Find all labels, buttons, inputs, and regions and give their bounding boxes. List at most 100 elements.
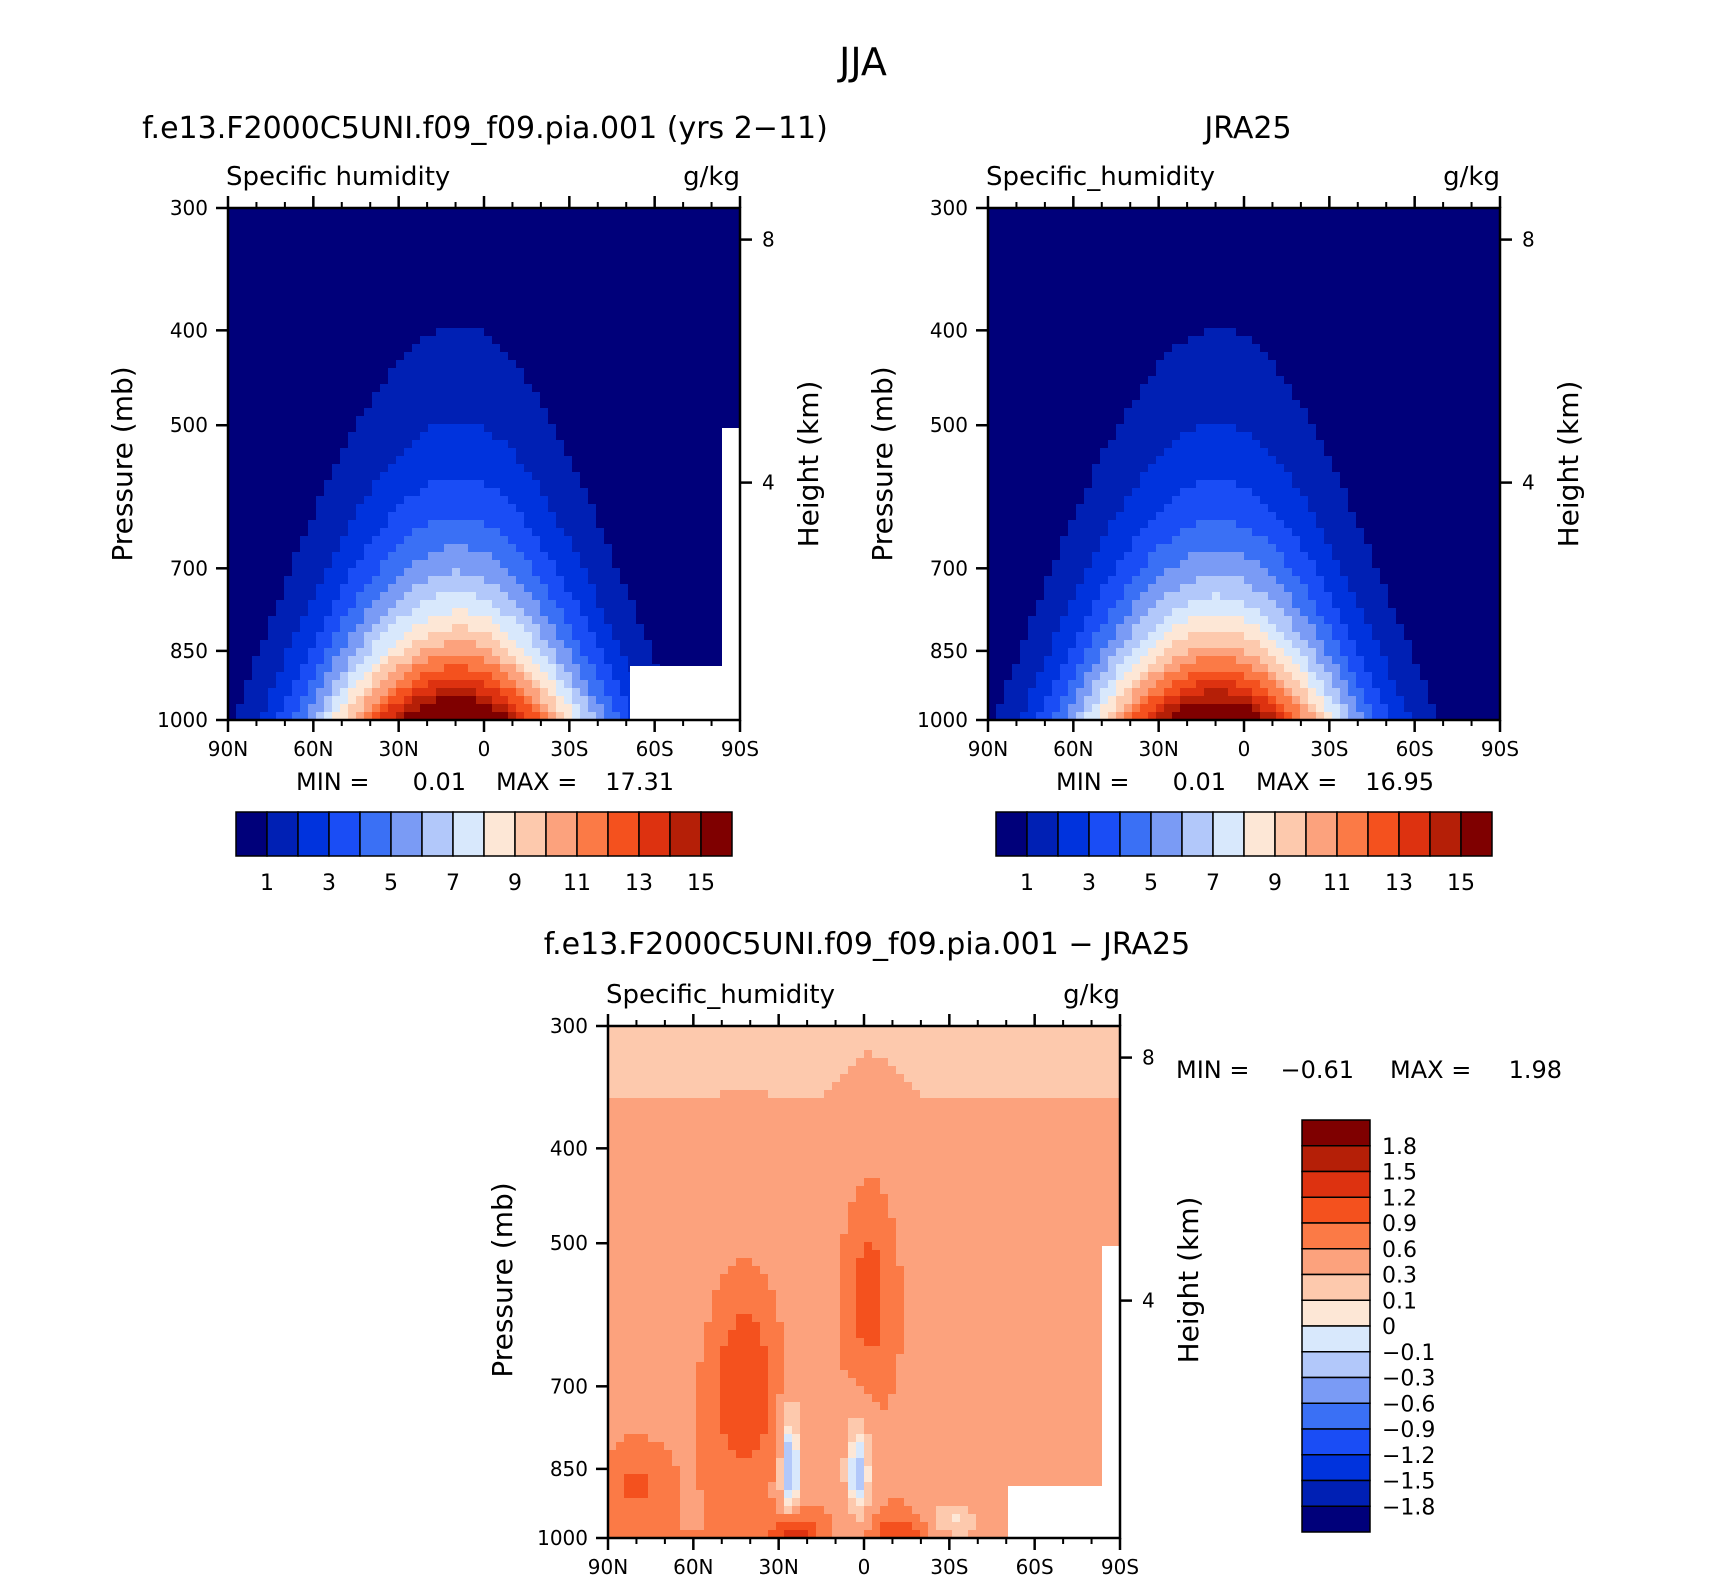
- panel-model-cell: [460, 536, 469, 545]
- panel-obs-cell: [1156, 256, 1165, 265]
- panel-obs-cell: [1332, 216, 1341, 225]
- panel-model-cell: [428, 312, 437, 321]
- panel-model-cell: [412, 688, 421, 697]
- panel-model-cell: [644, 384, 653, 393]
- panel-model-cell: [492, 656, 501, 665]
- panel-model-cell: [652, 392, 661, 401]
- panel-model-cell: [436, 536, 445, 545]
- panel-model-cell: [660, 472, 669, 481]
- panel-model-cell: [340, 208, 349, 217]
- panel-model-cell: [516, 272, 525, 281]
- panel-model-cell: [340, 584, 349, 593]
- panel-obs-cell: [1244, 240, 1253, 249]
- panel-model-cell: [548, 624, 557, 633]
- panel-model-cell: [364, 336, 373, 345]
- panel-obs-cell: [1252, 224, 1261, 233]
- panel-obs-cell: [1196, 280, 1205, 289]
- panel-model-cell: [308, 208, 317, 217]
- panel-obs-cell: [1284, 216, 1293, 225]
- panel-model-cell: [268, 488, 277, 497]
- panel-model-cell: [588, 536, 597, 545]
- panel-obs-cell: [1068, 216, 1077, 225]
- panel-model-cell: [476, 376, 485, 385]
- panel-obs-cell: [1244, 256, 1253, 265]
- panel-model-cell: [412, 672, 421, 681]
- panel-model-cell: [532, 640, 541, 649]
- panel-obs-cell: [1100, 256, 1109, 265]
- panel-model-cell: [460, 336, 469, 345]
- panel-model-cell: [444, 672, 453, 681]
- panel-obs-cell: [1180, 216, 1189, 225]
- panel-model-cell: [404, 520, 413, 529]
- panel-model-cell: [708, 256, 717, 265]
- panel-model-cell: [476, 416, 485, 425]
- panel-model-cell: [308, 600, 317, 609]
- panel-model-cell: [636, 384, 645, 393]
- panel-model-cell: [276, 208, 285, 217]
- panel-obs-cell: [1100, 224, 1109, 233]
- panel-model-cell: [516, 424, 525, 433]
- panel-model-cell: [492, 608, 501, 617]
- panel-model-cell: [516, 496, 525, 505]
- panel-model-cell: [724, 416, 733, 425]
- panel-model-cell: [732, 416, 740, 425]
- panel-model-cell: [404, 320, 413, 329]
- panel-obs-cell: [1180, 296, 1189, 305]
- panel-model-cell: [484, 472, 493, 481]
- panel-model-cell: [524, 648, 533, 657]
- panel-model-cell: [420, 584, 429, 593]
- panel-model-cell: [420, 648, 429, 657]
- panel-model-cell: [444, 432, 453, 441]
- panel-model-cell: [324, 432, 333, 441]
- panel-model-cell: [404, 624, 413, 633]
- panel-model-cell: [532, 448, 541, 457]
- panel-obs-cell: [1308, 224, 1317, 233]
- panel-model-cell: [516, 304, 525, 313]
- panel-model-cell: [564, 632, 573, 641]
- panel-model-cell: [620, 376, 629, 385]
- panel-model-cell: [620, 456, 629, 465]
- panel-model-cell: [364, 496, 373, 505]
- panel-model-cell: [356, 616, 365, 625]
- panel-obs-cell: [1420, 256, 1429, 265]
- panel-model-cell: [468, 240, 477, 249]
- panel-model-cell: [372, 640, 381, 649]
- panel-model-cell: [244, 576, 253, 585]
- panel-obs-cell: [1284, 280, 1293, 289]
- panel-model-cell: [348, 560, 357, 569]
- panel-model-cell: [268, 256, 277, 265]
- panel-model-cell: [356, 552, 365, 561]
- panel-model-cell: [292, 664, 301, 673]
- panel-model-cell: [340, 368, 349, 377]
- panel-obs-cell: [1196, 296, 1205, 305]
- panel-model-cell: [628, 640, 637, 649]
- panel-model-cell: [700, 576, 709, 585]
- panel-model-cell: [364, 416, 373, 425]
- panel-model-cell: [588, 312, 597, 321]
- panel-model-cell: [484, 368, 493, 377]
- panel-model-cell: [404, 680, 413, 689]
- panel-obs-cell: [1148, 208, 1157, 217]
- panel-model-cell: [684, 472, 693, 481]
- panel-model-cell: [244, 400, 253, 409]
- panel-model-cell: [716, 352, 725, 361]
- panel-model-cell: [236, 400, 245, 409]
- panel-model-cell: [396, 688, 405, 697]
- panel-model-cell: [692, 208, 701, 217]
- panel-model-cell: [660, 240, 669, 249]
- panel-model-cell: [356, 408, 365, 417]
- panel-model-cell: [420, 336, 429, 345]
- panel-model-cell: [620, 328, 629, 337]
- panel-model-cell: [564, 520, 573, 529]
- panel-model-cell: [580, 312, 589, 321]
- panel-model-cell: [252, 520, 261, 529]
- panel-obs-cell: [1380, 288, 1389, 297]
- panel-model-cell: [548, 376, 557, 385]
- panel-obs-cell: [1172, 264, 1181, 273]
- panel-model-cell: [508, 272, 517, 281]
- panel-model-cell: [468, 256, 477, 265]
- panel-model-cell: [548, 488, 557, 497]
- panel-model-cell: [412, 216, 421, 225]
- panel-model-cell: [524, 408, 533, 417]
- panel-obs-cell: [1156, 224, 1165, 233]
